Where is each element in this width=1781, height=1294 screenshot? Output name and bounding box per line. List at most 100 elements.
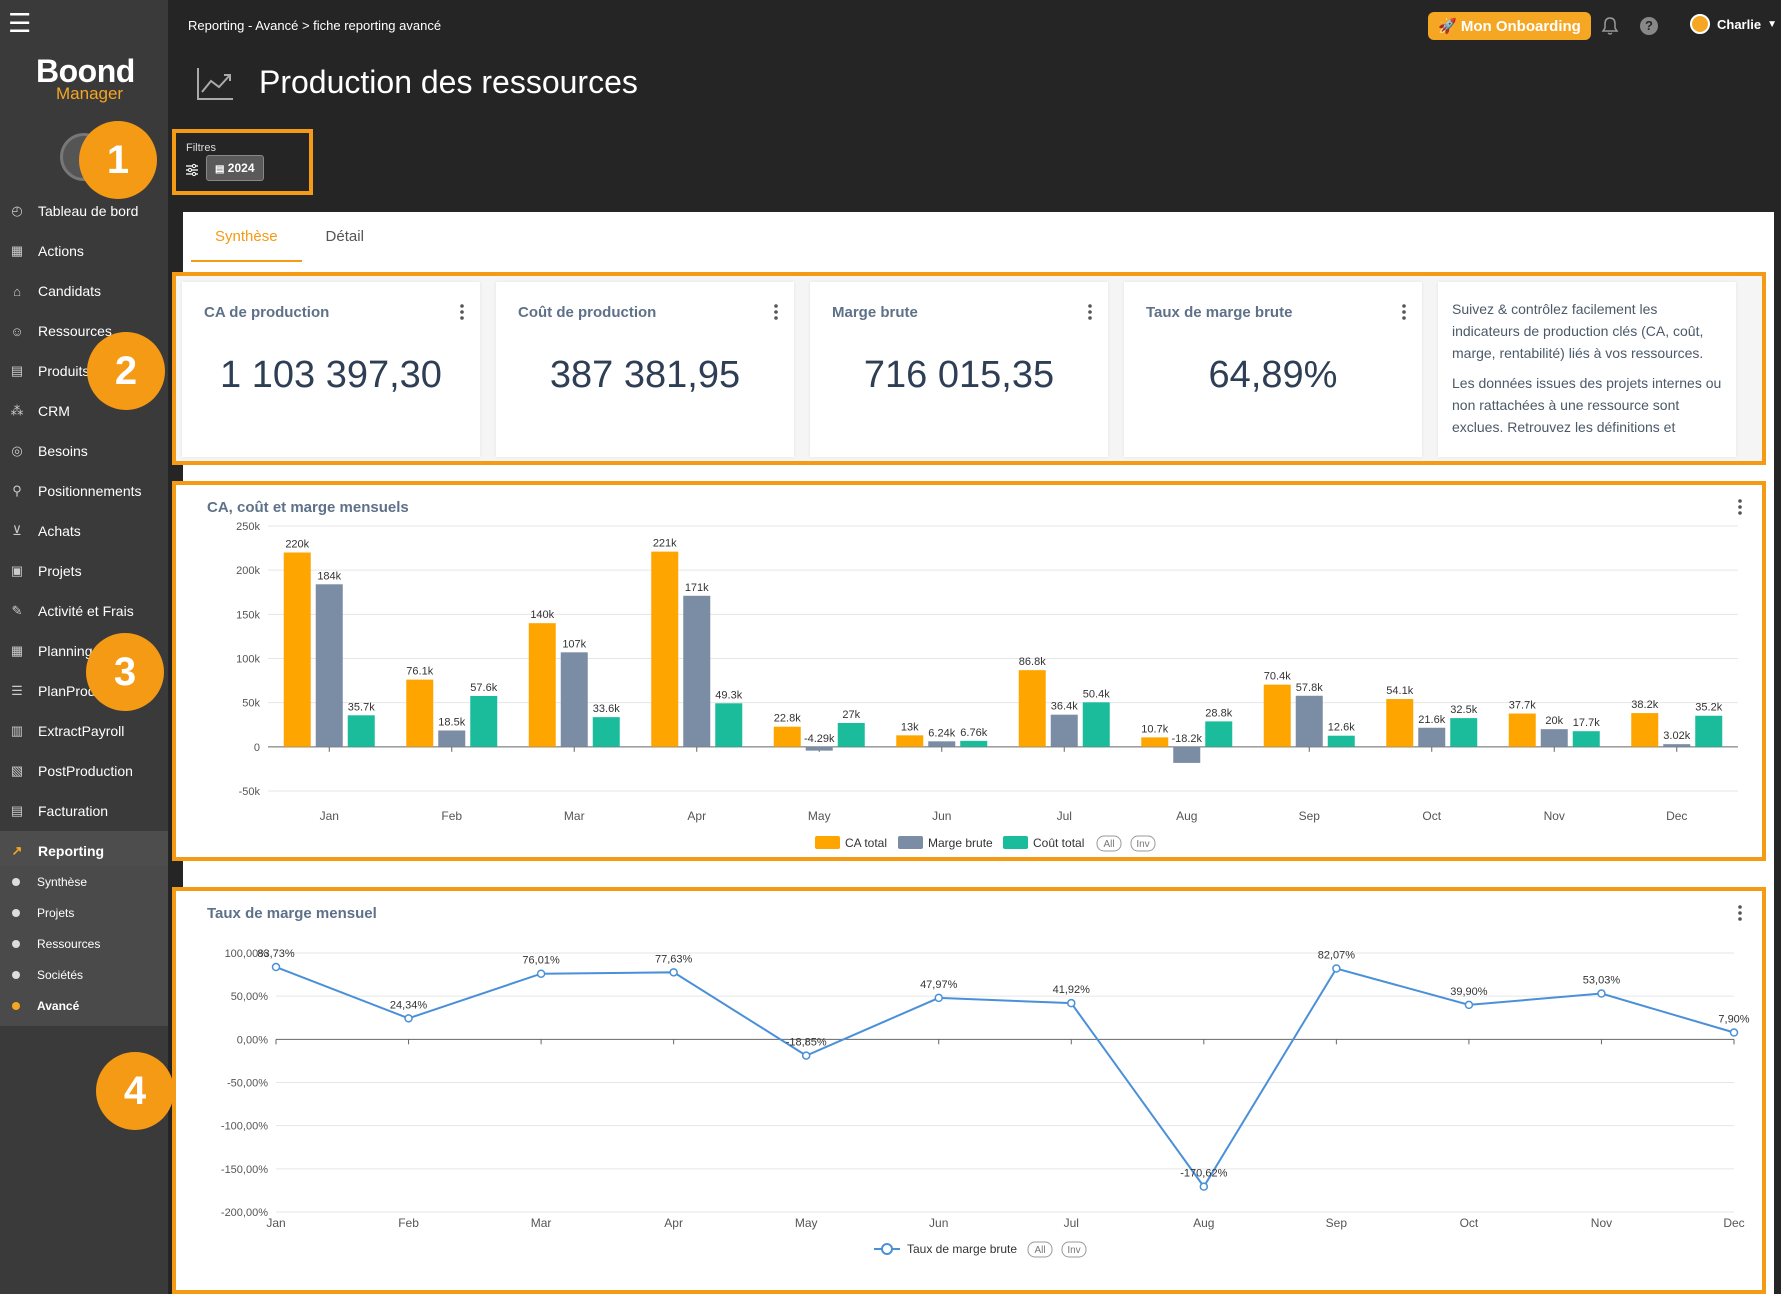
data-label: 83,73% [257, 948, 295, 960]
sidebar-subitem-projets[interactable]: Projets [0, 897, 168, 928]
bar [1050, 714, 1078, 747]
sliders-icon[interactable] [185, 163, 199, 177]
more-options-icon[interactable] [1088, 304, 1092, 320]
sidebar-item-planprod[interactable]: ☰ PlanProd [0, 671, 168, 711]
bar [1295, 695, 1323, 747]
data-point[interactable] [536, 969, 546, 978]
sidebar-item-produits[interactable]: ▤ Produits [0, 351, 168, 391]
sidebar-item-label: Facturation [38, 803, 109, 819]
data-point[interactable] [934, 993, 943, 1003]
data-point[interactable] [1067, 998, 1076, 1008]
sidebar-item-extractpayroll[interactable]: ▥ ExtractPayroll [0, 711, 168, 751]
x-tick-label: Dec [1723, 1216, 1744, 1230]
legend-button-inv[interactable] [1130, 835, 1156, 852]
sidebar-item-crm[interactable]: ⁂ CRM [0, 391, 168, 431]
help-icon[interactable]: ? [1640, 17, 1658, 35]
year-filter-chip[interactable]: ▤ 2024 [206, 155, 264, 181]
sidebar-subitem-label: Ressources [37, 936, 101, 951]
target-icon: ◎ [11, 443, 23, 458]
more-options-icon[interactable] [1402, 304, 1406, 320]
data-point[interactable] [271, 962, 281, 972]
sidebar-subitem-avanc-[interactable]: Avancé [0, 990, 168, 1021]
data-point[interactable] [1199, 1182, 1209, 1191]
sidebar-item-label: CRM [38, 403, 70, 419]
x-tick-label: Mar [564, 809, 585, 823]
data-point[interactable] [404, 1014, 413, 1023]
sidebar-item-reporting[interactable]: ↗ Reporting [0, 831, 168, 871]
breadcrumb[interactable]: Reporting - Avancé > fiche reporting ava… [188, 18, 442, 33]
data-point[interactable] [669, 968, 678, 977]
sidebar-item-actions[interactable]: ▦ Actions [0, 231, 168, 271]
bar [438, 730, 466, 747]
data-point[interactable] [1464, 1000, 1474, 1010]
legend-swatch[interactable] [898, 836, 923, 849]
bar [837, 722, 865, 747]
bar [896, 735, 924, 747]
more-options-icon[interactable] [1738, 905, 1742, 921]
legend-button-all[interactable] [1027, 1241, 1053, 1258]
y-tick-label: -50,00% [227, 1078, 268, 1090]
data-label: -18,85% [786, 1037, 827, 1049]
legend-button-all[interactable] [1096, 835, 1122, 852]
data-label: 18.5k [438, 716, 465, 728]
legend-swatch[interactable] [1003, 836, 1028, 849]
bar [1508, 713, 1536, 747]
sidebar-item-projets[interactable]: ▣ Projets [0, 551, 168, 591]
kpi-title: CA de production [204, 304, 330, 321]
bar [805, 746, 833, 751]
sidebar-item-label: Candidats [38, 283, 102, 299]
sidebar-item-achats[interactable]: ⊻ Achats [0, 511, 168, 551]
legend-button-inv[interactable] [1061, 1241, 1087, 1258]
more-options-icon[interactable] [774, 304, 778, 320]
user-menu[interactable]: Charlie ▼ [1690, 14, 1777, 34]
sidebar-subnav: Synthèse Projets Ressources Sociétés Avancé [0, 866, 168, 1026]
legend: Taux de marge brute All Inv [874, 1241, 1087, 1258]
sidebar-item-postproduction[interactable]: ▧ PostProduction [0, 751, 168, 791]
data-label: 28.8k [1205, 707, 1232, 719]
sidebar-item-tableau-de-bord[interactable]: ◴ Tableau de bord [0, 191, 168, 231]
data-label: 22.8k [774, 713, 801, 725]
chart-ca-cout-marge: CA, coût et marge mensuels 250k 200k 150k 1… [172, 481, 1766, 861]
bar [1540, 729, 1568, 747]
more-options-icon[interactable] [1738, 499, 1742, 515]
legend-marker[interactable] [881, 1243, 893, 1255]
legend-swatch[interactable] [815, 836, 840, 849]
sidebar-subitem-synth-se[interactable]: Synthèse [0, 866, 168, 897]
data-label: 36.4k [1051, 701, 1078, 713]
tab-detail[interactable]: Détail [325, 228, 364, 245]
data-label: 140k [530, 609, 554, 621]
sidebar-subitem-ressources[interactable]: Ressources [0, 928, 168, 959]
sidebar-subitem-soci-t-s[interactable]: Sociétés [0, 959, 168, 990]
bell-icon[interactable] [1600, 16, 1620, 36]
sidebar-item-label: Ressources [38, 323, 112, 339]
data-point[interactable] [801, 1051, 811, 1060]
legend-button-label: Inv [1136, 839, 1149, 850]
sidebar-item-label: Actions [38, 243, 84, 259]
data-point[interactable] [1729, 1028, 1739, 1037]
data-point[interactable] [1597, 989, 1606, 998]
sidebar-item-candidats[interactable]: ⌂ Candidats [0, 271, 168, 311]
onboarding-button[interactable]: 🚀 Mon Onboarding [1428, 12, 1591, 40]
menu-icon[interactable]: ☰ [8, 8, 32, 38]
more-options-icon[interactable] [460, 304, 464, 320]
bar [960, 740, 988, 747]
data-label: 171k [685, 582, 709, 594]
sidebar-item-positionnements[interactable]: ⚲ Positionnements [0, 471, 168, 511]
sidebar-item-besoins[interactable]: ◎ Besoins [0, 431, 168, 471]
sidebar-item-facturation[interactable]: ▤ Facturation [0, 791, 168, 831]
people-icon: ☺ [10, 323, 24, 339]
sidebar-item-ressources[interactable]: ☺ Ressources [0, 311, 168, 351]
x-tick-label: Apr [687, 809, 706, 823]
logo[interactable]: Boond Manager [36, 55, 136, 102]
tab-synthese[interactable]: Synthèse [191, 212, 302, 262]
sidebar-item-planning[interactable]: ▦ Planning [0, 631, 168, 671]
bar [1082, 702, 1110, 747]
data-label: 57.8k [1296, 682, 1323, 694]
x-tick-label: Aug [1193, 1216, 1214, 1230]
sidebar-item-label: PostProduction [38, 763, 133, 779]
data-label: 76,01% [522, 955, 560, 967]
data-point[interactable] [1332, 964, 1341, 973]
data-label: 38.2k [1631, 699, 1658, 711]
sidebar-item-activit-et-frais[interactable]: ✎ Activité et Frais [0, 591, 168, 631]
briefcase-icon: ▣ [10, 563, 24, 578]
